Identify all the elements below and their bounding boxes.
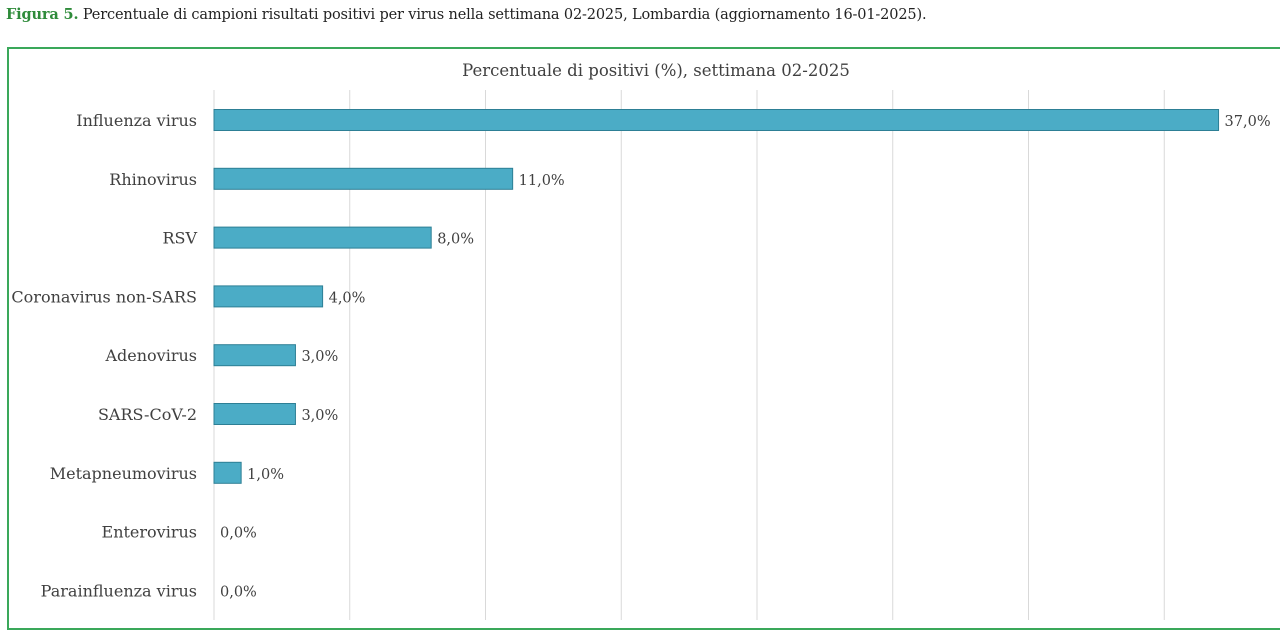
- category-label: Rhinovirus: [109, 170, 197, 189]
- category-label: Adenovirus: [104, 346, 197, 365]
- bar: [213, 344, 296, 367]
- category-label: RSV: [162, 229, 197, 248]
- data-label: 37,0%: [1225, 114, 1271, 130]
- bar: [213, 167, 514, 190]
- category-label: Enterovirus: [102, 523, 197, 542]
- bar: [213, 285, 324, 308]
- bar: [213, 403, 296, 425]
- data-label: 0,0%: [220, 526, 257, 542]
- figure-caption: Figura 5. Percentuale di campioni risult…: [6, 6, 927, 23]
- category-label: SARS-CoV-2: [98, 405, 197, 424]
- figure-caption-text: Percentuale di campioni risultati positi…: [82, 7, 927, 23]
- category-label: Coronavirus non-SARS: [11, 287, 197, 306]
- data-label: 3,0%: [301, 349, 338, 365]
- data-label: 0,0%: [220, 584, 257, 600]
- chart-frame: [7, 47, 1280, 630]
- data-label: 11,0%: [519, 173, 565, 189]
- data-label: 8,0%: [437, 232, 474, 248]
- figure-caption-label: Figura 5.: [6, 6, 79, 23]
- category-label: Metapneumovirus: [50, 464, 197, 483]
- data-label: 4,0%: [329, 290, 366, 306]
- data-label: 1,0%: [247, 467, 284, 483]
- bars: Influenza virus 37,0% Rhinovirus 11,0% RSV 8,…: [11, 109, 1271, 600]
- category-label: Parainfluenza virus: [41, 581, 197, 600]
- bar: [213, 109, 1220, 131]
- bar: [213, 226, 432, 249]
- chart-title: Percentuale di positivi (%), settimana 0…: [462, 61, 850, 80]
- category-label: Influenza virus: [76, 111, 197, 130]
- bar: [213, 461, 242, 484]
- data-label: 3,0%: [301, 408, 338, 424]
